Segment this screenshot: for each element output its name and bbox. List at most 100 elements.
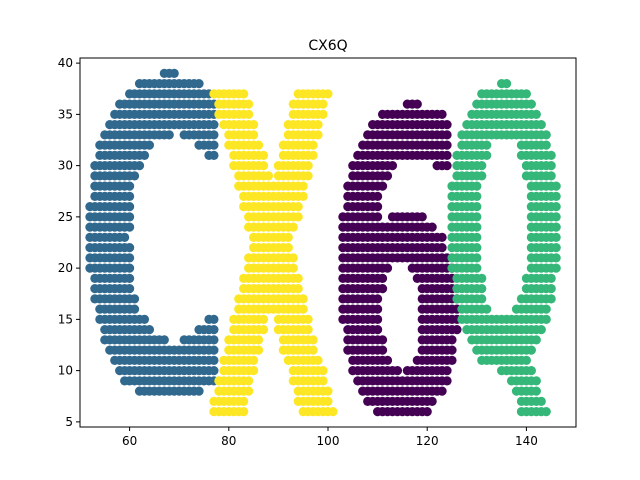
data-point: [323, 89, 333, 99]
data-point: [293, 202, 303, 212]
data-point: [373, 202, 383, 212]
data-point: [551, 232, 561, 242]
data-point: [209, 345, 219, 355]
data-point: [129, 294, 140, 304]
y-tick-label: 25: [58, 210, 73, 224]
data-point: [377, 335, 388, 345]
data-point: [318, 376, 328, 386]
data-point: [526, 345, 536, 355]
data-point: [472, 181, 482, 191]
data-point: [472, 222, 482, 232]
data-point: [482, 140, 492, 150]
data-point: [323, 386, 333, 396]
data-point: [194, 79, 204, 89]
data-point: [422, 407, 432, 417]
data-point: [551, 181, 561, 191]
data-point: [239, 396, 249, 406]
x-tick-label: 100: [317, 434, 340, 448]
data-point: [125, 243, 135, 253]
data-point: [541, 314, 551, 324]
data-point: [437, 243, 447, 253]
data-point: [442, 140, 452, 150]
data-point: [209, 355, 219, 365]
x-axis: 60 80 100 120 140: [122, 427, 538, 448]
data-point: [263, 171, 274, 181]
data-point: [144, 325, 155, 335]
data-point: [125, 253, 135, 263]
data-point: [308, 150, 318, 160]
data-point: [209, 335, 219, 345]
data-point: [526, 366, 536, 376]
data-point: [303, 161, 313, 171]
data-point: [551, 263, 561, 273]
data-point: [477, 294, 487, 304]
data-point: [447, 345, 457, 355]
data-point: [546, 273, 556, 283]
series-3: [447, 79, 561, 417]
data-point: [477, 161, 487, 171]
data-point: [209, 314, 219, 324]
data-point: [377, 181, 388, 191]
data-point: [442, 161, 452, 171]
chart-title: CX6Q: [308, 38, 347, 54]
data-point: [293, 273, 303, 283]
data-point: [551, 212, 561, 222]
series-2: [338, 99, 462, 417]
data-point: [536, 396, 546, 406]
data-point: [437, 109, 447, 119]
data-point: [258, 150, 269, 160]
data-point: [472, 202, 482, 212]
data-point: [472, 253, 482, 263]
y-axis: 5 10 15 20 25 30 35 40: [58, 56, 80, 429]
data-point: [244, 99, 254, 109]
data-point: [382, 263, 393, 273]
data-point: [239, 407, 249, 417]
data-point: [546, 161, 556, 171]
data-point: [521, 355, 532, 365]
data-point: [531, 376, 541, 386]
data-point: [477, 171, 487, 181]
data-point: [442, 376, 452, 386]
data-point: [387, 161, 398, 171]
y-tick-label: 10: [58, 364, 73, 378]
data-point: [125, 191, 135, 201]
data-point: [293, 284, 303, 294]
data-point: [551, 191, 561, 201]
data-point: [303, 171, 313, 181]
data-point: [209, 325, 219, 335]
data-point: [442, 130, 452, 140]
data-point: [536, 120, 546, 130]
data-point: [452, 325, 462, 335]
data-point: [308, 335, 318, 345]
data-point: [125, 202, 135, 212]
data-point: [541, 140, 551, 150]
data-point: [318, 99, 328, 109]
data-point: [253, 335, 264, 345]
data-point: [442, 120, 452, 130]
data-point: [377, 345, 388, 355]
data-point: [541, 304, 551, 314]
data-point: [129, 304, 140, 314]
data-point: [447, 355, 457, 365]
data-point: [244, 386, 254, 396]
data-point: [253, 140, 264, 150]
data-point: [249, 366, 259, 376]
data-point: [249, 355, 259, 365]
data-point: [377, 284, 388, 294]
data-point: [373, 294, 383, 304]
data-point: [373, 212, 383, 222]
data-point: [318, 366, 328, 376]
data-point: [308, 345, 318, 355]
series-1: [209, 89, 338, 417]
data-point: [477, 273, 487, 283]
data-point: [501, 79, 512, 89]
data-point: [318, 109, 328, 119]
y-tick-label: 40: [58, 56, 73, 70]
data-point: [209, 140, 219, 150]
series-0: [85, 68, 219, 396]
data-point: [209, 366, 219, 376]
data-point: [482, 150, 492, 160]
data-point: [477, 284, 487, 294]
data-point: [125, 212, 135, 222]
